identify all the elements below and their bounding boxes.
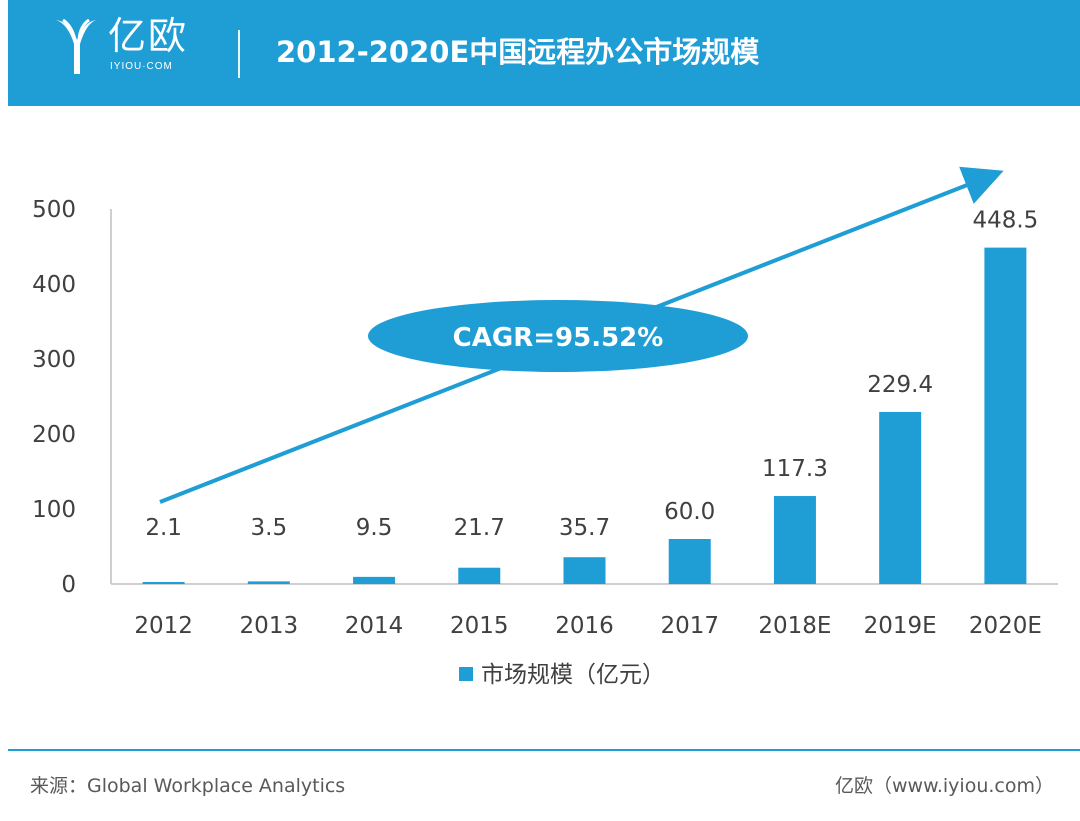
x-tick-label: 2017 — [660, 613, 719, 639]
y-tick-label: 100 — [32, 497, 76, 523]
bar-value-label: 448.5 — [972, 208, 1038, 234]
credit-note: 亿欧（www.iyiou.com） — [834, 775, 1054, 797]
bar-value-label: 229.4 — [867, 372, 933, 398]
bar — [247, 581, 290, 584]
logo-text: 亿欧 — [108, 14, 189, 58]
bar-value-label: 117.3 — [762, 456, 828, 482]
bar — [458, 567, 501, 584]
x-tick-label: 2020E — [969, 613, 1042, 639]
cagr-ellipse — [368, 300, 748, 372]
bar — [563, 557, 606, 584]
y-tick-label: 0 — [61, 572, 76, 598]
footer-divider — [8, 749, 1080, 751]
header-bar: 亿欧 IYIOU·COM 2012-2020E中国远程办公市场规模 — [8, 0, 1080, 106]
bar-value-label: 2.1 — [145, 515, 182, 541]
x-tick-label: 2014 — [345, 613, 404, 639]
bar — [142, 582, 185, 584]
y-tick-label: 500 — [32, 197, 76, 223]
y-tick-label: 200 — [32, 422, 76, 448]
x-tick-label: 2018E — [758, 613, 831, 639]
x-tick-label: 2013 — [240, 613, 299, 639]
y-tick-label: 400 — [32, 272, 76, 298]
x-tick-label: 2019E — [864, 613, 937, 639]
y-tick-label: 300 — [32, 347, 76, 373]
x-tick-label: 2015 — [450, 613, 509, 639]
bar-value-label: 3.5 — [251, 515, 288, 541]
bar-value-label: 60.0 — [664, 499, 715, 525]
bar — [668, 539, 711, 584]
header-divider — [238, 30, 240, 78]
logo-subtext: IYIOU·COM — [110, 61, 173, 72]
bar-value-label: 35.7 — [559, 515, 610, 541]
bar-value-label: 9.5 — [356, 515, 393, 541]
page-title: 2012-2020E中国远程办公市场规模 — [276, 35, 760, 69]
cagr-annotation: CAGR=95.52% — [453, 323, 664, 353]
bar-value-label: 21.7 — [454, 515, 505, 541]
market-size-chart: 0 100 200 300 400 500 CAGR=95.52% 2.1 2012 3.5 2… — [32, 166, 1058, 688]
x-tick-label: 2012 — [134, 613, 193, 639]
bar — [984, 247, 1027, 584]
bar — [773, 496, 816, 584]
bar — [353, 576, 396, 584]
yiou-logo-icon — [56, 18, 96, 74]
bar — [879, 411, 922, 584]
legend-swatch — [459, 667, 473, 681]
legend-label: 市场规模（亿元） — [481, 662, 665, 688]
x-tick-label: 2016 — [555, 613, 614, 639]
source-note: 来源：Global Workplace Analytics — [30, 775, 346, 797]
